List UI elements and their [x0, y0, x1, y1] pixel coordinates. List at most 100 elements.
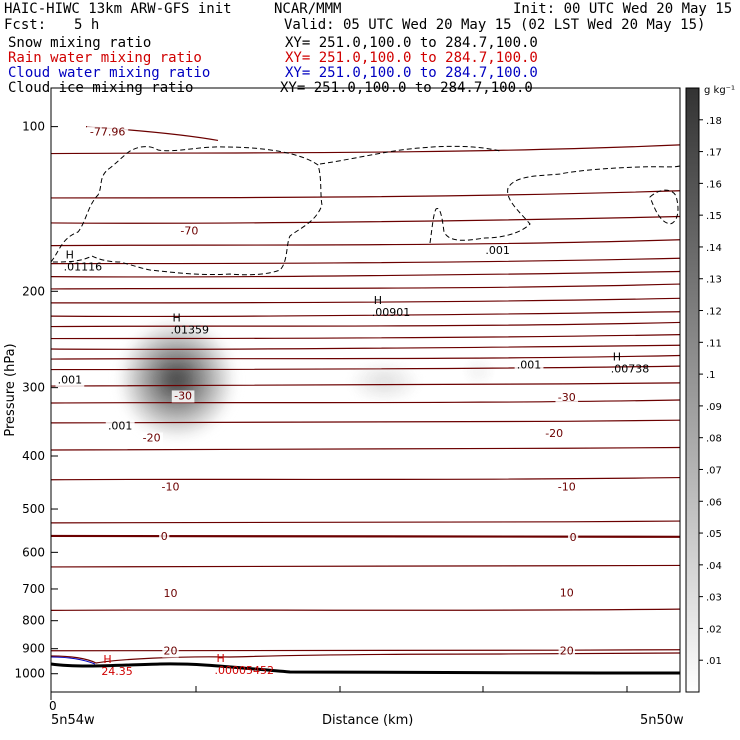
isotherm-line — [51, 297, 680, 304]
isotherm-label: -70 — [180, 225, 198, 238]
valid-time: Valid: 05 UTC Wed 20 May 15 (02 LST Wed … — [284, 17, 706, 33]
isotherm-line — [51, 608, 680, 611]
maximum-value: .00901 — [372, 306, 411, 319]
freezing-level-line — [51, 534, 680, 538]
isotherm-line — [51, 215, 680, 224]
y-axis-label: Pressure (hPa) — [3, 343, 18, 436]
field-xy-snow: XY= 251.0,100.0 to 284.7,100.0 — [285, 35, 538, 51]
colorbar-tick-label: .12 — [706, 307, 722, 318]
maximum-value: .00005452 — [215, 664, 274, 677]
maximum-value: .00738 — [611, 363, 650, 376]
distance-axis: 0 5n54w 5n50w Distance (km) — [49, 686, 684, 728]
colorbar-unit: g kg⁻¹ — [704, 85, 735, 96]
maximum-marker: H — [103, 653, 111, 666]
label-background — [555, 391, 579, 404]
field-xy-cloud-water: XY= 251.0,100.0 to 284.7,100.0 — [285, 65, 538, 81]
colorbar-tick-label: .18 — [706, 116, 722, 127]
colorbar-tick-label: .03 — [706, 593, 722, 604]
x-left-endpoint: 5n54w — [51, 713, 95, 728]
label-background — [171, 390, 195, 403]
label-background — [567, 531, 579, 544]
label-background — [55, 374, 85, 387]
colorbar-tick-label: .07 — [706, 465, 722, 476]
colorbar-tick-label: .11 — [706, 338, 722, 349]
isotherm-line — [51, 344, 680, 350]
y-tick-label: 200 — [22, 284, 45, 298]
y-tick-label: 400 — [22, 449, 45, 463]
field-xy-rain: XY= 251.0,100.0 to 284.7,100.0 — [285, 50, 538, 66]
shading-ring — [168, 371, 185, 388]
colorbar: g kg⁻¹ .18 .17 .16 .15 .14 .13 .12 .11 .1 .09 .08.… — [685, 85, 735, 693]
forecast-hours: 5 h — [74, 17, 100, 33]
surface-pressure-line — [50, 662, 680, 675]
colorbar-tick-label: .01 — [706, 656, 722, 667]
contour-labels: -77.96 -70 -30 -30 -20 -20 -10 -10 0 0 10 10 20 20 .00… — [55, 125, 649, 678]
isotherm-line — [51, 190, 680, 199]
colorbar-tick-label: .09 — [706, 402, 722, 413]
cloud-ice-contour-east — [429, 165, 680, 244]
cloud-ice-contour-upper — [319, 145, 501, 165]
colorbar-tick-label: .08 — [706, 434, 722, 445]
isotherm-line — [51, 270, 680, 278]
colorbar-tick-label: .13 — [706, 275, 722, 286]
maximum-value: .01359 — [171, 324, 210, 337]
isotherm-line — [51, 257, 680, 265]
isotherm-label: 20 — [164, 645, 178, 658]
isotherm-label: 10 — [164, 587, 178, 600]
isotherm-line — [51, 365, 680, 371]
label-background — [514, 359, 544, 372]
label-background — [483, 244, 512, 257]
pressure-axis: 100 200 300 400 500 600 700 800 900 1000 — [14, 120, 58, 681]
colorbar-tick-label: .14 — [706, 243, 722, 254]
isotherm-line — [51, 239, 680, 247]
isotherm-label: -10 — [162, 481, 180, 494]
label-background — [159, 481, 182, 494]
mixing-ratio-label: .001 — [517, 358, 542, 371]
colorbar-tick-label: .04 — [706, 561, 722, 572]
colorbar-tick-label: .16 — [706, 179, 722, 190]
cloud-water-contour-surface — [50, 656, 96, 665]
x-right-endpoint: 5n50w — [640, 713, 684, 728]
label-background — [105, 420, 135, 433]
cloud-ice-contour-west — [51, 146, 323, 276]
mixing-ratio-label: .001 — [108, 420, 133, 433]
isotherm-line — [51, 321, 680, 328]
isotherm-line — [51, 311, 680, 318]
isotherm-line — [51, 283, 680, 290]
colorbar-tick-label: .06 — [706, 497, 722, 508]
x-zero-label: 0 — [49, 699, 57, 713]
mixing-ratio-label: .001 — [485, 244, 510, 257]
field-name-cloud-water: Cloud water mixing ratio — [8, 65, 211, 81]
maximum-marker: H — [217, 652, 225, 665]
maximum-marker: H — [613, 351, 621, 364]
isotherm-line — [51, 144, 680, 155]
terrain-surface — [50, 652, 681, 675]
maximum-marker: H — [173, 312, 181, 325]
label-background — [558, 645, 575, 658]
mixing-ratio-contours — [51, 145, 680, 276]
isotherm-label: 0 — [161, 530, 168, 543]
maximum-value: .01116 — [64, 260, 103, 273]
label-background — [159, 530, 170, 543]
label-background — [558, 587, 575, 600]
isotherm-line — [51, 399, 680, 404]
y-tick-label: 800 — [22, 614, 45, 628]
init-time: Init: 00 UTC Wed 20 May 15 — [513, 1, 733, 17]
isotherm-label: 0 — [570, 531, 577, 544]
isotherm-label: -20 — [143, 431, 161, 444]
isotherm-label: -10 — [558, 481, 576, 494]
mixing-ratio-shading — [121, 323, 493, 437]
label-background — [542, 427, 566, 440]
isotherm-line — [51, 446, 680, 451]
maximum-marker: H — [374, 294, 382, 307]
field-name-snow: Snow mixing ratio — [8, 35, 152, 51]
isotherm-line — [51, 334, 680, 340]
plot-title: HAIC-HIWC 13km ARW-GFS init — [4, 1, 232, 17]
y-tick-label: 600 — [22, 545, 45, 559]
cloud-ice-contour-patch — [649, 189, 679, 225]
plot-frame — [50, 87, 681, 693]
shading-ring — [379, 379, 390, 385]
rain-contour-surface — [50, 652, 681, 664]
label-background — [140, 432, 163, 445]
isotherm-label: -77.96 — [90, 125, 125, 138]
